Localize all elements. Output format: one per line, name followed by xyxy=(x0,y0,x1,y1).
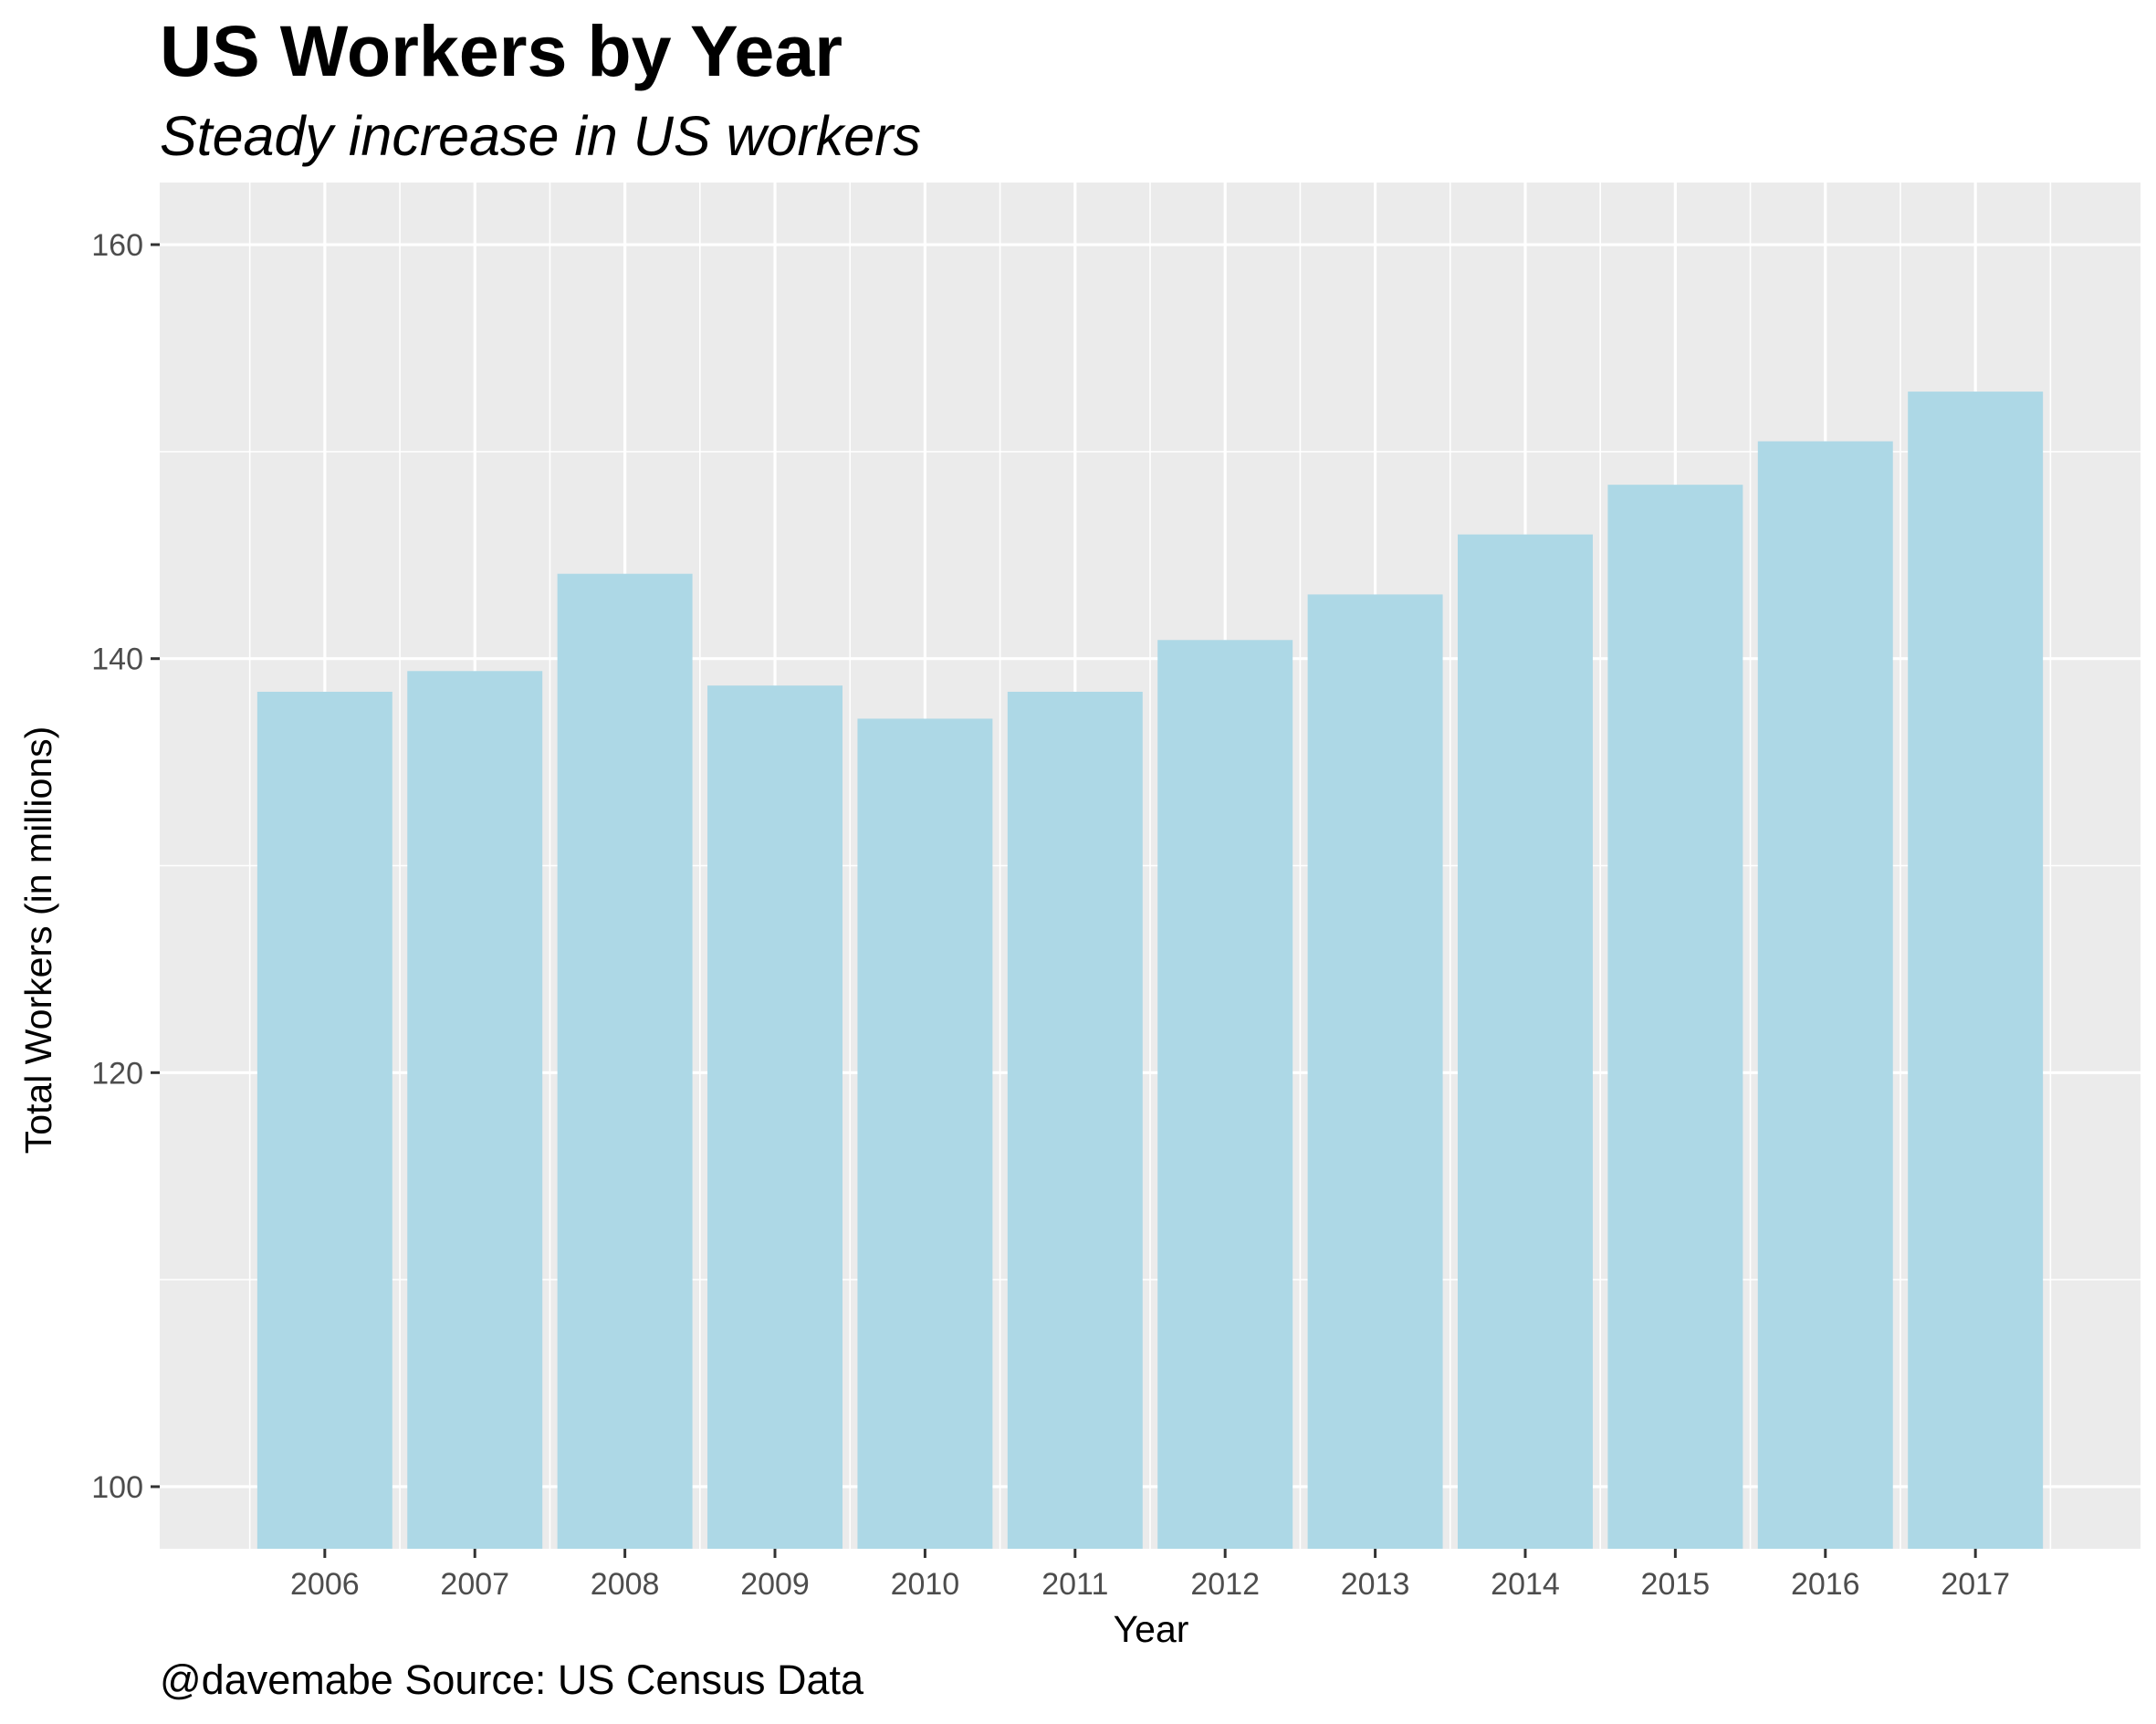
y-axis: 100 120 140 160 xyxy=(91,228,160,1505)
y-tick-label: 140 xyxy=(91,643,143,677)
chart-caption: @davemabe Source: US Census Data xyxy=(160,1656,864,1703)
x-tick-label: 2012 xyxy=(1190,1567,1260,1602)
x-tick-label: 2015 xyxy=(1641,1567,1711,1602)
bar-2012 xyxy=(1157,640,1293,1549)
bar-2007 xyxy=(407,671,543,1549)
x-tick-label: 2009 xyxy=(740,1567,810,1602)
x-axis: 2006 2007 2008 2009 2010 2011 2012 2013 2014 2015… xyxy=(290,1549,2010,1602)
bar-2011 xyxy=(1007,691,1143,1549)
x-tick-label: 2013 xyxy=(1341,1567,1410,1602)
chart-title: US Workers by Year xyxy=(160,10,843,91)
x-tick-label: 2006 xyxy=(290,1567,360,1602)
x-axis-title: Year xyxy=(1114,1608,1189,1650)
x-tick-label: 2010 xyxy=(891,1567,960,1602)
x-tick-label: 2017 xyxy=(1941,1567,2010,1602)
bars xyxy=(256,392,2044,1550)
chart-subtitle: Steady increase in US workers xyxy=(160,105,921,167)
bar-2016 xyxy=(1757,441,1893,1550)
y-tick-label: 120 xyxy=(91,1056,143,1091)
bar-2009 xyxy=(707,685,843,1549)
bar-2006 xyxy=(256,691,392,1549)
x-tick-label: 2008 xyxy=(591,1567,660,1602)
bar-2017 xyxy=(1908,392,2044,1549)
x-tick-label: 2007 xyxy=(440,1567,509,1602)
y-tick-label: 100 xyxy=(91,1470,143,1505)
x-tick-label: 2014 xyxy=(1491,1567,1560,1602)
x-tick-label: 2011 xyxy=(1041,1567,1108,1602)
y-tick-label: 160 xyxy=(91,228,143,263)
bar-2008 xyxy=(557,573,693,1550)
bar-2010 xyxy=(857,718,993,1549)
bar-2014 xyxy=(1458,534,1593,1550)
x-tick-label: 2016 xyxy=(1791,1567,1860,1602)
bar-2015 xyxy=(1607,485,1743,1549)
bar-2013 xyxy=(1307,594,1443,1549)
y-axis-title: Total Workers (in millions) xyxy=(17,726,59,1155)
